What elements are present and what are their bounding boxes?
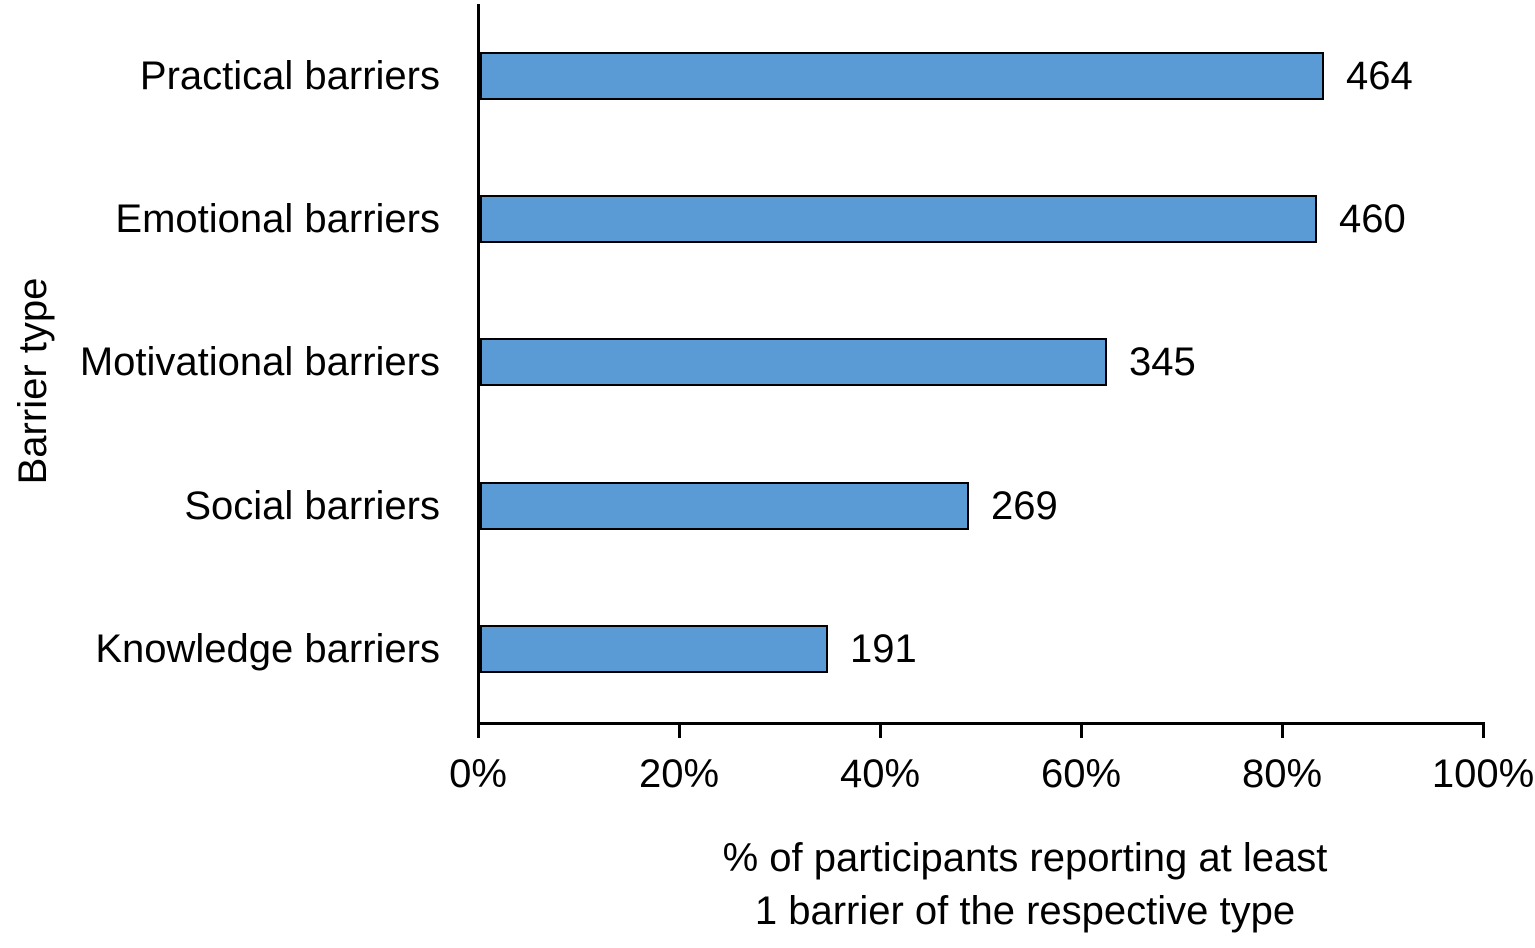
x-tick-label: 20% — [638, 752, 720, 796]
value-label: 269 — [991, 484, 1058, 528]
bar-motivational-barriers — [480, 338, 1107, 386]
x-tick-mark — [879, 725, 882, 738]
x-tick-mark — [477, 725, 480, 738]
category-label: Emotional barriers — [115, 197, 440, 241]
x-tick-label: 40% — [839, 752, 921, 796]
bar-knowledge-barriers — [480, 625, 828, 673]
y-axis-line — [477, 4, 480, 725]
value-label: 191 — [850, 627, 917, 671]
x-tick-label: 100% — [1431, 752, 1535, 796]
value-label: 345 — [1129, 340, 1196, 384]
category-label: Motivational barriers — [79, 340, 440, 384]
x-tick-label: 60% — [1040, 752, 1122, 796]
x-axis-title-line-2: 1 barrier of the respective type — [754, 889, 1296, 933]
x-axis-line — [477, 722, 1485, 725]
x-tick-mark — [1281, 725, 1284, 738]
category-label: Social barriers — [184, 484, 440, 528]
x-tick-label: 80% — [1241, 752, 1323, 796]
x-tick-mark — [1080, 725, 1083, 738]
category-label: Practical barriers — [139, 54, 440, 98]
bar-social-barriers — [480, 482, 969, 530]
x-tick-mark — [1482, 725, 1485, 738]
value-label: 460 — [1339, 197, 1406, 241]
x-axis-title-line-1: % of participants reporting at least — [722, 836, 1328, 880]
value-label: 464 — [1346, 54, 1413, 98]
x-axis-title: % of participants reporting at least 1 b… — [523, 832, 1527, 938]
bar-emotional-barriers — [480, 195, 1317, 243]
x-tick-mark — [678, 725, 681, 738]
x-tick-label: 0% — [449, 752, 507, 796]
category-label: Knowledge barriers — [95, 627, 440, 671]
bar-practical-barriers — [480, 52, 1324, 100]
